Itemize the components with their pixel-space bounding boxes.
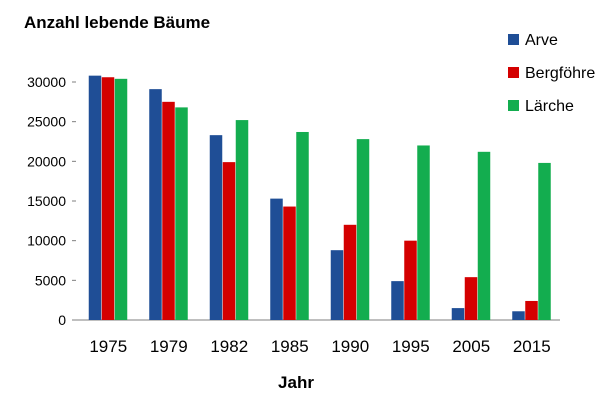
bar	[538, 162, 551, 320]
x-axis-label: Jahr	[278, 373, 314, 392]
bar	[283, 206, 296, 320]
bar	[162, 101, 175, 320]
x-tick-label: 2005	[452, 337, 490, 356]
y-ticks: 0 5000 10000 15000 20000 25000 30000	[27, 74, 66, 328]
x-tick-label: 1979	[150, 337, 188, 356]
bar	[512, 311, 525, 320]
bar	[222, 162, 236, 320]
bar	[235, 120, 249, 320]
y-tick-label: 0	[58, 312, 66, 328]
x-tick-label: 1975	[89, 337, 127, 356]
bar	[330, 250, 344, 320]
bars	[88, 75, 551, 321]
bar	[451, 308, 465, 320]
y-tick-label: 10000	[27, 233, 66, 249]
x-tick-label: 1982	[210, 337, 248, 356]
bar	[270, 198, 283, 320]
bar	[343, 224, 357, 320]
y-tick-label: 30000	[27, 74, 66, 90]
x-ticks: 1975 1979 1982 1985 1990 1995 2005 2015	[89, 337, 550, 356]
bar	[391, 281, 404, 320]
x-tick-label: 1985	[271, 337, 309, 356]
y-tick-label: 15000	[27, 193, 66, 209]
bar	[296, 131, 309, 320]
y-tick-label: 25000	[27, 114, 66, 130]
bar	[101, 77, 115, 321]
legend-swatch	[508, 67, 519, 78]
chart-title: Anzahl lebende Bäume	[24, 13, 211, 32]
x-tick-label: 1990	[331, 337, 369, 356]
bar	[417, 145, 430, 320]
x-tick-label: 1995	[392, 337, 430, 356]
bar	[464, 277, 478, 320]
legend: Arve Bergföhre Lärche	[508, 32, 595, 115]
bar	[477, 151, 491, 320]
bar	[209, 135, 223, 320]
legend-swatch	[508, 100, 519, 111]
bar	[175, 107, 188, 321]
legend-swatch	[508, 34, 519, 45]
bar	[114, 78, 128, 321]
y-tick-label: 5000	[35, 272, 66, 288]
bar	[404, 240, 417, 320]
bar	[525, 300, 538, 320]
y-tick-label: 20000	[27, 153, 66, 169]
bar	[88, 75, 102, 320]
bar	[149, 89, 162, 320]
x-tick-label: 2015	[513, 337, 551, 356]
legend-label: Bergföhre	[525, 65, 595, 82]
legend-label: Lärche	[525, 98, 574, 115]
bar	[356, 139, 370, 320]
legend-label: Arve	[525, 32, 558, 49]
